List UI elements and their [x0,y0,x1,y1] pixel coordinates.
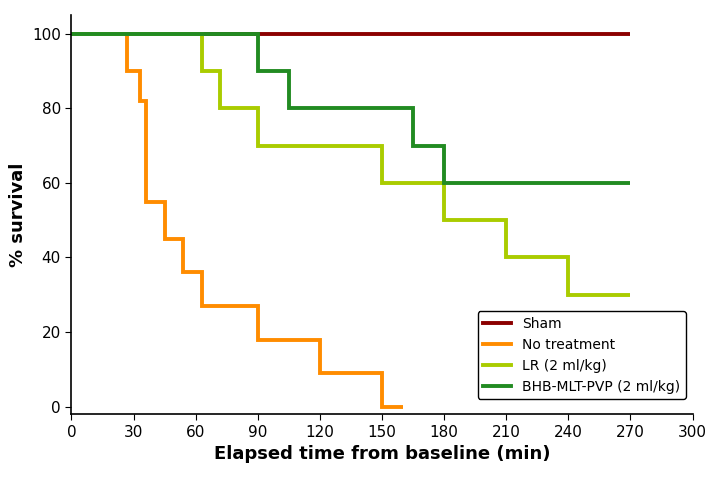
Legend: Sham, No treatment, LR (2 ml/kg), BHB-MLT-PVP (2 ml/kg): Sham, No treatment, LR (2 ml/kg), BHB-ML… [478,311,685,399]
Y-axis label: % survival: % survival [9,162,26,267]
X-axis label: Elapsed time from baseline (min): Elapsed time from baseline (min) [213,445,550,463]
